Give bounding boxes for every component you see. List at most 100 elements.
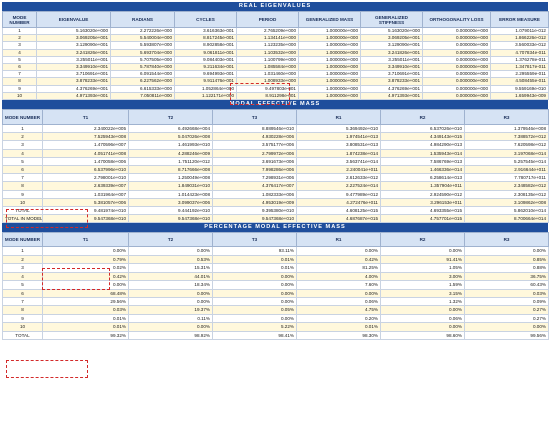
pct-mode-cell: 4 — [2, 271, 43, 282]
mass-value-cell: 3.808531e+013 — [296, 140, 381, 150]
mass-row: 1 2.340022e+005 6.492668e+004 8.889546e+010… — [2, 124, 549, 134]
mass-value-cell: 1.470596e+007 — [42, 140, 129, 150]
eigen-value-cell: 1.000000e+000 — [298, 63, 361, 72]
mass-value-cell: 1.974541e+013 — [296, 132, 381, 142]
pct-value-cell: 0.11% — [128, 313, 213, 324]
pct-value-cell: 1.05% — [380, 263, 465, 273]
eigen-value-cell: 1.085584e+000 — [236, 63, 299, 72]
eigen-value-cell: 3.069205e+001 — [360, 34, 423, 43]
mass-value-cell: 1.461993e+010 — [128, 140, 213, 150]
pct-header-1: T1 — [42, 232, 129, 248]
eigen-value-cell: 0.000000e+000 — [422, 84, 491, 93]
eigen-value-cell: 3.878233e+001 — [36, 77, 111, 86]
pct-header-3: T3 — [212, 232, 297, 248]
pct-value-cell: 91.41% — [380, 254, 465, 265]
pct-row: 8 0.03% 19.37% 0.05% 4.75% 0.00% 0.27% — [2, 305, 549, 315]
pct-value-cell: 0.27% — [464, 305, 549, 315]
pct-mode-cell: 9 — [2, 313, 43, 324]
pct-value-cell: 0.20% — [296, 313, 381, 324]
mass-value-cell: 1.466336e+014 — [380, 165, 465, 175]
mass-header-6: R3 — [464, 109, 549, 126]
mass-value-cell: 9.444192e+010 — [128, 206, 213, 216]
pct-mode-cell: 8 — [2, 305, 43, 315]
pct-mode-cell: 10 — [2, 322, 43, 332]
eigen-value-cell: 1.123235e+000 — [236, 41, 299, 50]
eigen-value-cell: 2.295559e-011 — [490, 70, 549, 79]
mass-mode-cell: 8 — [2, 181, 43, 191]
eigen-value-cell: 1.052864e+000 — [174, 84, 237, 93]
pct-mode-cell: 3 — [2, 263, 43, 273]
mass-value-cell: 2.798001e+010 — [42, 173, 129, 183]
eigen-value-cell: 0.000000e+000 — [422, 70, 491, 79]
mass-value-cell: 2.308135e+012 — [464, 189, 549, 199]
mass-row: 3 1.470596e+007 1.461993e+010 3.575177e+006… — [2, 140, 549, 150]
real-eigenvalues-table: MODE NUMBER EIGENVALUE RADIANS CYCLES PERIOD… — [2, 11, 549, 101]
mass-value-cell: 9.477989e+012 — [296, 189, 381, 199]
eigen-header-8: ERROR MEASURE — [490, 11, 549, 28]
mass-value-cell: 2.639339e+007 — [42, 181, 129, 191]
mass-value-cell: 8.717666e+008 — [128, 165, 213, 175]
eigen-value-cell: 5.593807e+000 — [110, 41, 175, 50]
mass-value-cell: 9.547368e+010 — [42, 214, 129, 224]
pct-value-cell: 0.00% — [380, 246, 465, 256]
mass-value-cell: 3.099037e+006 — [128, 197, 213, 208]
pct-value-cell: 98.92% — [128, 330, 213, 340]
pct-mode-cell: 7 — [2, 296, 43, 307]
mass-header-4: R1 — [296, 109, 381, 126]
eigen-value-cell: 3.241826e+001 — [36, 48, 111, 57]
eigen-value-cell: 0.000000e+000 — [422, 48, 491, 57]
mass-value-cell: 7.525943e+008 — [42, 132, 129, 142]
eigen-value-cell: 1.031460e+000 — [236, 70, 299, 79]
eigen-header-7: ORTHOGONALITY LOSS — [422, 11, 491, 28]
mass-row: TOTAL IN MODEL 9.547368e+010 9.547368e+010… — [2, 214, 549, 224]
pct-value-cell: 0.00% — [128, 246, 213, 256]
pct-mode-cell: 2 — [2, 254, 43, 265]
eigen-value-cell: 4.971393e+001 — [360, 91, 423, 101]
pct-value-cell: 0.00% — [212, 288, 297, 298]
mass-value-cell: 2.340022e+005 — [42, 124, 129, 134]
mass-mode-cell: 4 — [2, 148, 43, 158]
pct-value-cell: 0.79% — [42, 254, 129, 265]
pct-value-cell: 99.32% — [42, 330, 129, 340]
eigen-value-cell: 4.376269e+001 — [360, 84, 423, 93]
pct-value-cell: 0.00% — [296, 246, 381, 256]
eigen-value-cell: 5.163020e+000 — [360, 26, 423, 36]
eigen-header-3: CYCLES — [174, 11, 237, 28]
mass-value-cell: 1.250049e+008 — [128, 173, 213, 183]
real-eigenvalues-header-row: MODE NUMBER EIGENVALUE RADIANS CYCLES PERIOD… — [2, 11, 549, 28]
eigen-value-cell: 8.911298e-001 — [236, 91, 299, 101]
eigen-row: 3 3.129090e+001 5.593807e+000 8.902858e-001… — [2, 41, 549, 50]
pct-value-cell: 0.00% — [42, 280, 129, 290]
mass-value-cell: 1.535943e+014 — [380, 148, 465, 158]
eigen-value-cell: 3.069205e+001 — [36, 34, 111, 43]
eigen-row: 6 3.349910e+001 5.787840e+000 9.211634e-001… — [2, 63, 549, 72]
pct-row: 9 0.01% 0.11% 0.00% 0.20% 0.06% 0.27% — [2, 313, 549, 324]
mass-value-cell: 2.924590e+012 — [380, 189, 465, 199]
pct-value-cell: 1.32% — [380, 296, 465, 307]
percentage-modal-effective-mass-header-row: MODE NUMBER T1 T2 T3 R1 R2 R3 — [2, 232, 549, 248]
eigen-value-cell: 3.710691e+001 — [36, 70, 111, 79]
pct-value-cell: 36.75% — [464, 271, 549, 282]
pct-value-cell: 0.42% — [42, 271, 129, 282]
eigen-value-cell: 9.911476e-001 — [174, 77, 237, 86]
mass-value-cell: 7.620598e+012 — [464, 140, 549, 150]
pct-value-cell: 44.01% — [128, 271, 213, 282]
pct-value-cell: 0.00% — [296, 288, 381, 298]
eigen-value-cell: 1.122171e+000 — [174, 91, 237, 101]
mass-value-cell: 7.388572e+012 — [464, 132, 549, 142]
mass-value-cell: 9.395380e+010 — [212, 206, 297, 216]
pct-value-cell: 0.00% — [128, 322, 213, 332]
pct-value-cell: 0.00% — [380, 322, 465, 332]
eigen-value-cell: 1.000000e+000 — [298, 77, 361, 86]
eigen-value-cell: 6.227562e+000 — [110, 77, 175, 86]
eigen-value-cell: 3.710691e+001 — [360, 70, 423, 79]
eigen-value-cell: 1.376278e-011 — [490, 55, 549, 65]
eigen-value-cell: 5.787840e+000 — [110, 63, 175, 72]
mass-mode-cell: TOTAL IN MODEL — [2, 214, 43, 224]
mass-row: TOTAL 9.481974e+010 9.444192e+010 9.395380e… — [2, 206, 549, 216]
pct-mode-cell: TOTAL — [2, 330, 43, 340]
eigen-value-cell: 1.000000e+000 — [298, 48, 361, 57]
mass-value-cell: 4.349143e+015 — [380, 132, 465, 142]
mass-mode-cell: 5 — [2, 156, 43, 167]
eigen-value-cell: 1.103532e+000 — [236, 48, 299, 57]
